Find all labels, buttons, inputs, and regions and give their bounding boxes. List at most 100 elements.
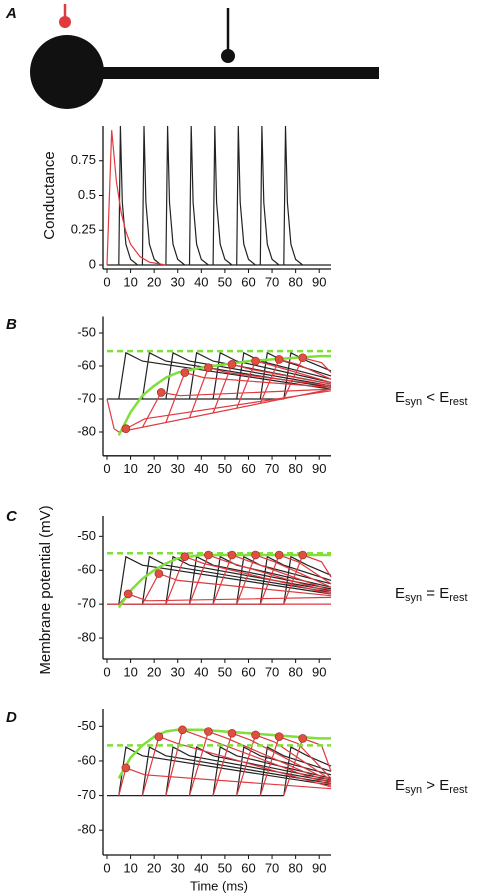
y-tick-label: -50 xyxy=(77,324,96,339)
x-axis-label: Time (ms) xyxy=(190,878,248,893)
condition-part: E xyxy=(395,585,405,602)
x-tick-label: 0 xyxy=(103,274,110,289)
x-tick-label: 60 xyxy=(241,461,255,476)
condition-part: > xyxy=(422,777,439,794)
y-tick-label: 0.75 xyxy=(71,152,96,167)
condition-label: Esyn > Erest xyxy=(395,777,468,796)
peak-dot xyxy=(154,569,164,578)
peak-dot xyxy=(204,550,213,560)
condition-part: E xyxy=(395,777,405,794)
trace xyxy=(106,130,167,266)
condition-part: rest xyxy=(449,396,467,408)
condition-part: syn xyxy=(405,396,422,408)
x-tick-label: 20 xyxy=(147,664,161,679)
peak-dot xyxy=(274,355,284,364)
condition-part: E xyxy=(439,585,449,602)
x-tick-label: 10 xyxy=(123,860,137,875)
x-tick-label: 50 xyxy=(218,274,232,289)
peak-dot xyxy=(251,356,260,366)
x-tick-label: 20 xyxy=(147,860,161,875)
peak-dot xyxy=(227,360,237,369)
trace xyxy=(107,351,332,400)
x-tick-label: 40 xyxy=(194,860,208,875)
x-tick-label: 40 xyxy=(194,461,208,476)
neuron-diagram xyxy=(30,4,379,109)
condition-label: Esyn = Erest xyxy=(395,585,468,604)
condition-part: rest xyxy=(449,592,467,604)
x-tick-label: 90 xyxy=(312,274,326,289)
y-tick-label: -50 xyxy=(77,718,96,733)
x-tick-label: 20 xyxy=(147,461,161,476)
x-tick-label: 70 xyxy=(265,461,279,476)
x-tick-label: 80 xyxy=(288,664,302,679)
panel-label: D xyxy=(6,709,17,726)
peak-dot xyxy=(178,725,187,735)
x-tick-label: 70 xyxy=(265,274,279,289)
x-tick-label: 10 xyxy=(123,274,137,289)
peak-dot xyxy=(274,732,284,742)
x-tick-label: 30 xyxy=(171,860,185,875)
x-tick-label: 60 xyxy=(241,664,255,679)
trace xyxy=(117,728,331,779)
x-tick-label: 10 xyxy=(123,461,137,476)
trace xyxy=(117,553,331,609)
peak-dot xyxy=(298,353,308,363)
soma xyxy=(30,35,104,109)
x-tick-label: 50 xyxy=(218,461,232,476)
panel-label: A xyxy=(5,5,17,22)
x-tick-label: 30 xyxy=(171,274,185,289)
peak-dot xyxy=(121,424,131,434)
x-tick-label: 20 xyxy=(147,274,161,289)
condition-part: E xyxy=(439,389,449,406)
peak-dot xyxy=(180,552,190,561)
x-tick-label: 0 xyxy=(103,664,110,679)
x-tick-label: 90 xyxy=(312,461,326,476)
condition-part: syn xyxy=(405,784,422,796)
x-tick-label: 0 xyxy=(103,860,110,875)
peak-dot xyxy=(298,734,308,743)
y-tick-label: 0.25 xyxy=(71,222,96,237)
x-tick-label: 50 xyxy=(218,860,232,875)
y-axis-label: Conductance xyxy=(41,151,58,239)
y-tick-label: -80 xyxy=(77,629,96,644)
trace xyxy=(106,357,332,433)
condition-label: Esyn < Erest xyxy=(395,389,468,408)
panel-label: B xyxy=(6,316,17,333)
y-tick-label: -60 xyxy=(77,357,96,372)
trace xyxy=(107,125,331,266)
condition-part: E xyxy=(395,389,405,406)
y-tick-label: -60 xyxy=(77,562,96,577)
red-synapse xyxy=(59,16,71,28)
dendrite xyxy=(98,67,379,79)
y-axis-label: Membrane potential (mV) xyxy=(37,505,54,674)
peak-dot xyxy=(156,388,166,397)
x-tick-label: 50 xyxy=(218,664,232,679)
peak-dot xyxy=(154,732,164,742)
peak-dot xyxy=(180,368,190,377)
x-tick-label: 80 xyxy=(288,860,302,875)
x-tick-label: 90 xyxy=(312,860,326,875)
condition-part: = xyxy=(422,585,439,602)
condition-part: < xyxy=(422,389,439,406)
trace xyxy=(118,729,332,796)
x-tick-label: 0 xyxy=(103,461,110,476)
x-tick-label: 70 xyxy=(265,860,279,875)
y-tick-label: -70 xyxy=(77,787,96,802)
black-synapse xyxy=(221,49,235,63)
x-tick-label: 40 xyxy=(194,664,208,679)
x-tick-label: 40 xyxy=(194,274,208,289)
peak-dot xyxy=(204,727,213,736)
trace xyxy=(117,354,331,436)
peak-dot xyxy=(123,589,133,599)
y-tick-label: -70 xyxy=(77,390,96,405)
peak-dot xyxy=(227,728,237,738)
trace xyxy=(107,554,332,605)
y-tick-label: -80 xyxy=(77,822,96,837)
x-tick-label: 30 xyxy=(171,461,185,476)
x-tick-label: 80 xyxy=(288,461,302,476)
peak-dot xyxy=(121,763,131,773)
peak-dot xyxy=(251,730,260,740)
x-tick-label: 90 xyxy=(312,664,326,679)
condition-part: rest xyxy=(449,784,467,796)
